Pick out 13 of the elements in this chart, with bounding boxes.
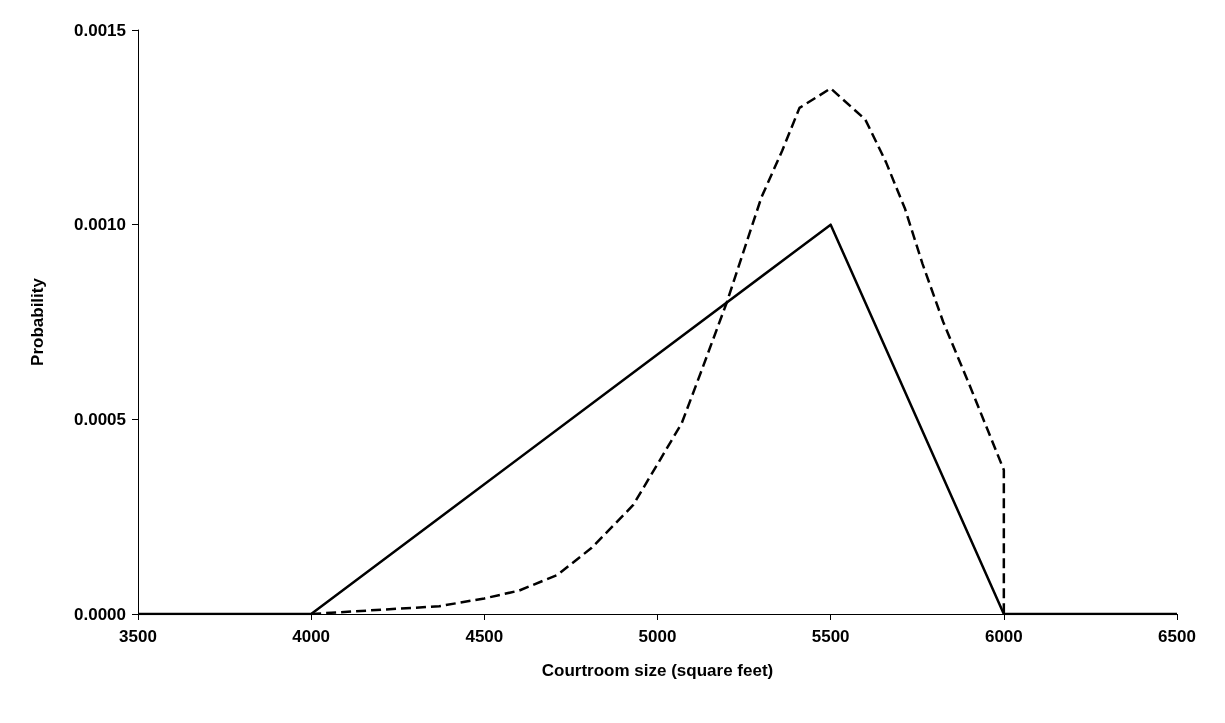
x-tick-label: 4500	[465, 627, 504, 646]
y-tick-label: 0.0015	[74, 20, 126, 40]
y-tick-label: 0.0005	[74, 409, 126, 429]
y-tick-label: 0.0000	[74, 604, 126, 624]
x-tick-label: 5500	[811, 627, 850, 646]
x-tick-label: 5000	[638, 627, 677, 646]
x-tick-label: 6500	[1158, 627, 1196, 646]
x-tick-label: 4000	[292, 627, 331, 646]
x-tick-label: 3500	[119, 627, 157, 646]
y-axis-title: Probability	[28, 277, 47, 366]
x-axis-title: Courtroom size (square feet)	[541, 661, 774, 680]
y-tick-label: 0.0010	[74, 215, 126, 235]
x-tick-label: 6000	[984, 627, 1023, 646]
